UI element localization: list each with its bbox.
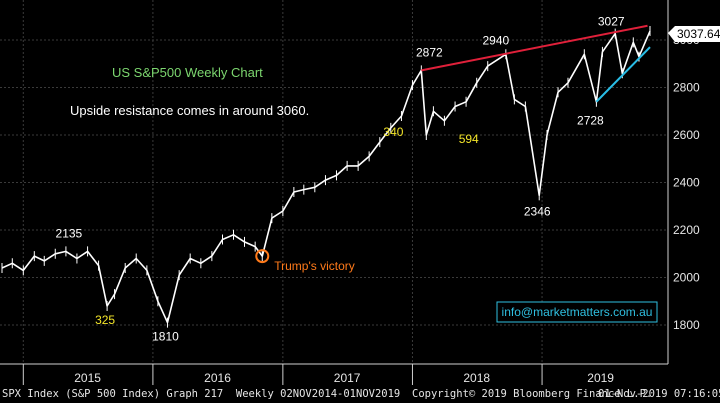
annotation-label: 3027 bbox=[598, 15, 625, 29]
footer-center: Copyright© 2019 Bloomberg Finance L.P. bbox=[412, 388, 653, 400]
watermark: info@marketmatters.com.au bbox=[496, 301, 658, 323]
annotation-label: 2346 bbox=[524, 204, 551, 218]
chart-subtitle: Upside resistance comes in around 3060. bbox=[70, 103, 309, 118]
annotation-label: 325 bbox=[95, 313, 115, 327]
footer-left: SPX Index (S&P 500 Index) Graph 217 Week… bbox=[2, 388, 401, 400]
y-tick-label: 2000 bbox=[673, 271, 700, 285]
y-tick-label: 2800 bbox=[673, 81, 700, 95]
annotation-label: 2940 bbox=[482, 33, 509, 47]
last-value-label: 3037.64 bbox=[677, 27, 720, 41]
annotation-label: Trump's victory bbox=[274, 259, 355, 273]
last-value-marker: 3037.64 bbox=[668, 26, 720, 42]
resistance-trendline bbox=[421, 24, 648, 72]
x-tick-label: 2015 bbox=[74, 371, 101, 385]
support-trendline bbox=[595, 46, 651, 103]
annotation-label: 2872 bbox=[416, 45, 443, 59]
annotation-label: 2728 bbox=[577, 114, 604, 128]
annotation-label: 594 bbox=[459, 132, 479, 146]
event-marker-circle bbox=[255, 249, 270, 264]
x-tick-label: 2016 bbox=[204, 371, 231, 385]
y-tick-label: 2600 bbox=[673, 128, 700, 142]
x-tick-label: 2019 bbox=[587, 371, 614, 385]
chart-labels: US S&P500 Weekly Chart Upside resistance… bbox=[70, 65, 309, 118]
annotations: 2135 325 1810 Trump's victory 340 2872 594 2940… bbox=[56, 15, 625, 344]
price-series bbox=[1, 26, 651, 328]
trendlines bbox=[421, 24, 651, 103]
footer-bar: SPX Index (S&P 500 Index) Graph 217 Week… bbox=[0, 385, 720, 403]
y-tick-label: 1800 bbox=[673, 318, 700, 332]
y-tick-label: 2200 bbox=[673, 223, 700, 237]
annotation-label: 340 bbox=[383, 125, 403, 139]
axes: 1800200022002400260028003000201520162017… bbox=[0, 0, 700, 385]
x-tick-label: 2018 bbox=[463, 371, 490, 385]
x-tick-label: 2017 bbox=[334, 371, 361, 385]
y-tick-label: 2400 bbox=[673, 176, 700, 190]
chart-title: US S&P500 Weekly Chart bbox=[112, 65, 263, 80]
watermark-text: info@marketmatters.com.au bbox=[502, 305, 653, 319]
price-line bbox=[1, 30, 651, 324]
grid bbox=[0, 0, 668, 364]
annotation-label: 1810 bbox=[152, 330, 179, 344]
footer-right: 01-Nov-2019 07:16:05 bbox=[598, 388, 720, 400]
annotation-label: 2135 bbox=[56, 226, 83, 240]
